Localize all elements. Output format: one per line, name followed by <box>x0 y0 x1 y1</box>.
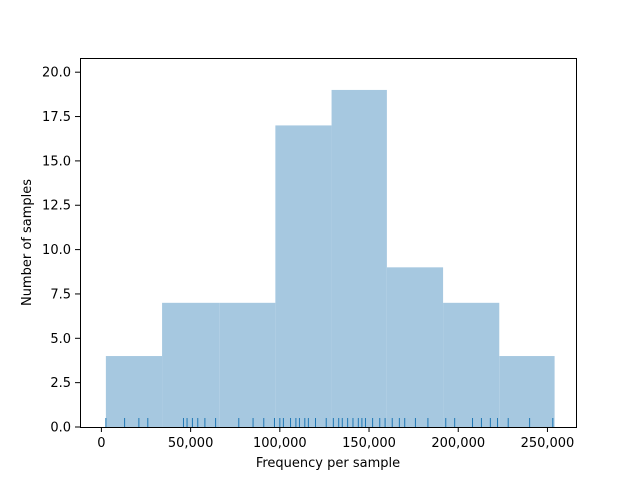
x-axis-label: Frequency per sample <box>256 456 400 471</box>
x-tick-label: 0 <box>97 436 105 451</box>
histogram-bar <box>105 356 163 427</box>
histogram-bar <box>443 302 500 427</box>
histogram-bar <box>499 356 555 427</box>
x-tick-label: 250,000 <box>521 436 575 451</box>
y-tick-label: 0.0 <box>50 421 71 436</box>
x-tick-label: 150,000 <box>342 436 396 451</box>
y-tick-label: 15.0 <box>42 154 71 169</box>
x-tick-label: 50,000 <box>168 436 214 451</box>
y-tick-label: 7.5 <box>50 287 71 302</box>
y-tick-label: 5.0 <box>50 332 71 347</box>
histogram-bar <box>386 267 444 427</box>
x-tick-label: 100,000 <box>253 436 307 451</box>
histogram-bar <box>162 302 220 427</box>
histogram-bar <box>331 89 387 428</box>
rug-marks <box>105 418 554 427</box>
histogram-bars <box>105 89 555 428</box>
plot-frame <box>80 58 577 428</box>
y-tick-label: 12.5 <box>42 199 71 214</box>
y-tick-label: 10.0 <box>42 243 71 258</box>
histogram-bar <box>275 125 332 428</box>
x-tick-label: 200,000 <box>431 436 485 451</box>
x-axis-ticks: 0 50,000 100,000 150,000 200,000 250,000 <box>97 427 574 451</box>
y-axis-label: Number of samples <box>20 179 35 306</box>
y-tick-label: 2.5 <box>50 376 71 391</box>
y-tick-label: 17.5 <box>42 110 71 125</box>
y-axis-ticks: 0.0 2.5 5.0 7.5 10.0 12.5 15.0 17.5 20.0 <box>42 66 80 436</box>
histogram-bar <box>219 302 276 427</box>
y-tick-label: 20.0 <box>42 66 71 81</box>
